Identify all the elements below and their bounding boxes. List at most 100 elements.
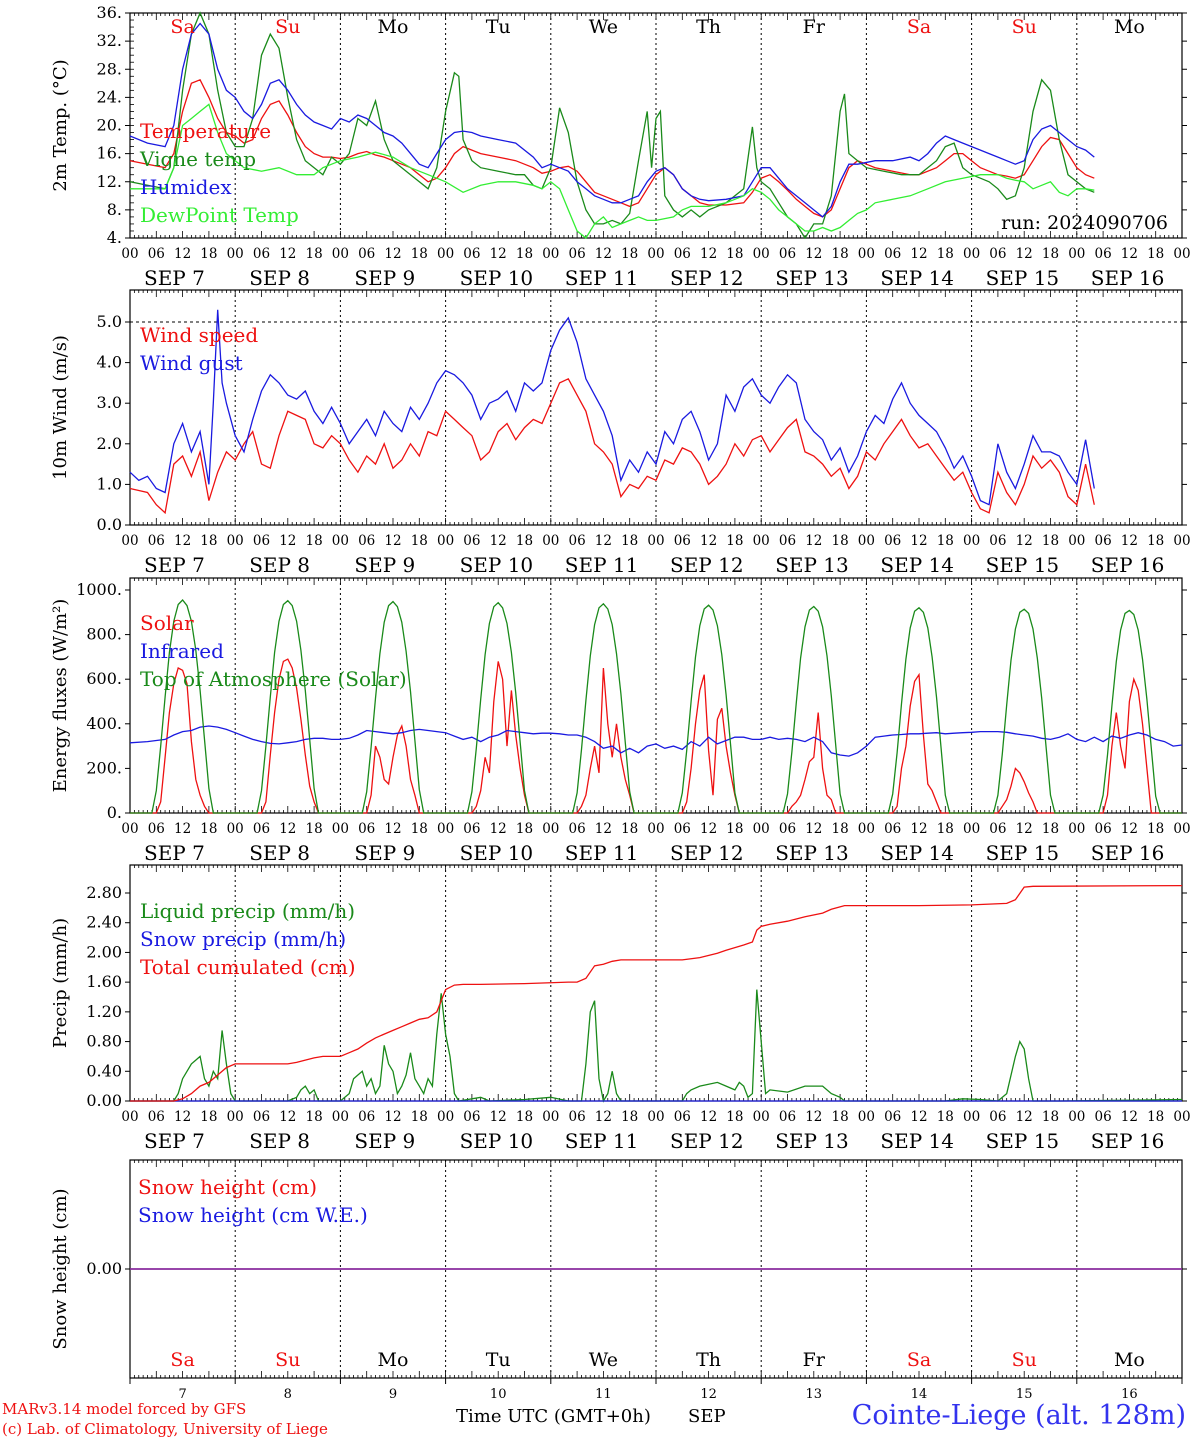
hour-tick-label: 06 [989, 1109, 1006, 1125]
date-label: SEP 11 [565, 841, 639, 865]
day-number-label: 9 [389, 1387, 397, 1402]
hour-tick-label: 00 [753, 246, 770, 262]
date-label: SEP 13 [775, 1129, 849, 1153]
hour-tick-label: 00 [1068, 533, 1085, 549]
date-label: SEP 10 [460, 1129, 534, 1153]
hour-tick-label: 06 [1095, 246, 1112, 262]
hour-tick-label: 00 [542, 821, 559, 837]
y-tick-label: 400. [86, 714, 122, 733]
series-line-humidex [129, 22, 1095, 218]
hour-tick-label: 00 [437, 821, 454, 837]
hour-tick-label: 12 [595, 1109, 612, 1125]
date-label: SEP 15 [986, 553, 1060, 577]
hour-tick-label: 06 [674, 533, 691, 549]
y-axis-title: Energy fluxes (W/m²) [50, 599, 71, 793]
hour-tick-label: 00 [121, 1109, 138, 1125]
hour-tick-label: 00 [227, 1109, 244, 1125]
y-tick-label: 3.0 [97, 393, 122, 412]
hour-tick-label: 18 [306, 821, 323, 837]
legend-entry: Wind gust [140, 351, 243, 375]
hour-tick-label: 06 [358, 1109, 375, 1125]
date-label: SEP 16 [1091, 1129, 1165, 1153]
hour-tick-label: 12 [1016, 821, 1033, 837]
hour-tick-label: 18 [832, 1109, 849, 1125]
hour-tick-label: 00 [437, 533, 454, 549]
hour-tick-label: 18 [1147, 1109, 1164, 1125]
y-tick-label: 2.0 [97, 434, 122, 453]
series-line-vigne-temp [129, 11, 1095, 240]
hour-tick-label: 12 [910, 246, 927, 262]
hour-tick-label: 18 [306, 246, 323, 262]
day-number-label: 7 [178, 1387, 186, 1402]
hour-tick-label: 18 [937, 821, 954, 837]
hour-tick-label: 06 [1095, 821, 1112, 837]
day-name-label: Sa [907, 16, 931, 38]
day-name-label: Th [696, 1349, 721, 1371]
hour-tick-label: 00 [332, 1109, 349, 1125]
date-label: SEP 7 [144, 841, 205, 865]
y-tick-label: 1000. [76, 580, 122, 599]
hour-tick-label: 06 [148, 1109, 165, 1125]
x-axis-title: Time UTC (GMT+0h) [456, 1406, 651, 1427]
legend-entry: Snow height (cm W.E.) [138, 1203, 368, 1227]
hour-tick-label: 00 [227, 533, 244, 549]
hour-tick-label: 18 [200, 821, 217, 837]
station-name: Cointe-Liege (alt. 128m) [851, 1400, 1186, 1431]
hour-tick-label: 12 [700, 1109, 717, 1125]
hour-tick-label: 00 [858, 1109, 875, 1125]
hour-tick-label: 12 [700, 821, 717, 837]
date-label: SEP 14 [880, 1129, 954, 1153]
date-label: SEP 14 [880, 841, 954, 865]
hour-tick-label: 18 [832, 246, 849, 262]
hour-tick-label: 12 [384, 533, 401, 549]
legend-entry: Total cumulated (cm) [140, 955, 356, 979]
y-tick-label: 36. [97, 3, 122, 22]
hour-tick-label: 06 [884, 246, 901, 262]
y-tick-label: 16. [97, 144, 122, 163]
hour-tick-label: 00 [963, 533, 980, 549]
series-line-solar [130, 658, 1182, 814]
hour-tick-label: 18 [621, 533, 638, 549]
hour-tick-label: 18 [1042, 1109, 1059, 1125]
date-label: SEP 12 [670, 1129, 744, 1153]
hour-tick-label: 18 [1042, 821, 1059, 837]
y-tick-label: 2.80 [86, 883, 122, 902]
hour-tick-label: 00 [332, 246, 349, 262]
y-tick-label: 0.00 [86, 1259, 122, 1278]
hour-tick-label: 00 [753, 1109, 770, 1125]
hour-tick-label: 12 [384, 1109, 401, 1125]
y-axis-title: 2m Temp. (°C) [50, 59, 71, 191]
hour-tick-label: 12 [490, 821, 507, 837]
hour-tick-label: 18 [1147, 246, 1164, 262]
y-tick-label: 800. [86, 625, 122, 644]
hour-tick-label: 12 [700, 533, 717, 549]
hour-tick-label: 12 [490, 533, 507, 549]
date-label: SEP 10 [460, 553, 534, 577]
hour-tick-label: 06 [779, 821, 796, 837]
day-name-label: Mo [1114, 1349, 1145, 1371]
day-name-label: Sa [907, 1349, 931, 1371]
date-label: SEP 11 [565, 266, 639, 290]
hour-tick-label: 18 [1042, 533, 1059, 549]
hour-tick-label: 18 [200, 246, 217, 262]
date-label: SEP 11 [565, 553, 639, 577]
hour-tick-label: 12 [805, 821, 822, 837]
hour-tick-label: 06 [884, 821, 901, 837]
hour-tick-label: 12 [174, 821, 191, 837]
hour-tick-label: 06 [358, 533, 375, 549]
hour-tick-label: 12 [1121, 1109, 1138, 1125]
date-label: SEP 11 [565, 1129, 639, 1153]
hour-tick-label: 00 [332, 533, 349, 549]
day-name-label: Sa [170, 16, 194, 38]
y-tick-label: 200. [86, 758, 122, 777]
hour-tick-label: 06 [148, 533, 165, 549]
hour-tick-label: 00 [1173, 246, 1190, 262]
y-tick-label: 8. [107, 200, 122, 219]
hour-tick-label: 00 [753, 533, 770, 549]
date-label: SEP 9 [354, 553, 415, 577]
hour-tick-label: 18 [621, 246, 638, 262]
date-label: SEP 7 [144, 266, 205, 290]
day-name-label: Th [696, 16, 721, 38]
hour-tick-label: 12 [1016, 533, 1033, 549]
hour-tick-label: 00 [1173, 1109, 1190, 1125]
